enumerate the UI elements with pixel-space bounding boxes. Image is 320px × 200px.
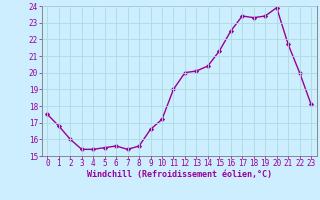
X-axis label: Windchill (Refroidissement éolien,°C): Windchill (Refroidissement éolien,°C)	[87, 170, 272, 179]
